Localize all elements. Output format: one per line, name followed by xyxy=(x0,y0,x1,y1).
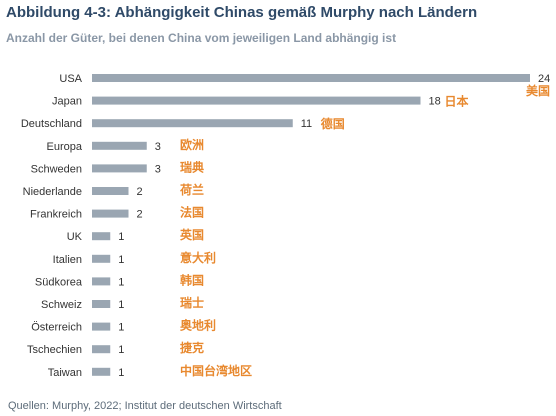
chinese-annotation: 瑞典 xyxy=(180,159,204,174)
category-label: Italien xyxy=(53,254,82,266)
chart-subtitle: Anzahl der Güter, bei denen China vom je… xyxy=(6,31,397,45)
category-label: Frankreich xyxy=(30,209,82,221)
value-label: 2 xyxy=(137,186,143,198)
category-label: Taiwan xyxy=(48,367,82,379)
bar xyxy=(92,209,129,218)
bar xyxy=(92,300,111,308)
source-note: Quellen: Murphy, 2022; Institut der deut… xyxy=(8,400,282,412)
value-label: 11 xyxy=(301,118,312,130)
bar xyxy=(92,322,111,331)
category-label: Europa xyxy=(47,141,83,153)
bar xyxy=(92,187,129,195)
chinese-annotation: 瑞士 xyxy=(180,295,204,310)
category-label: Schweden xyxy=(31,163,82,175)
value-label: 18 xyxy=(429,96,441,108)
category-label: Schweiz xyxy=(41,299,82,311)
bar xyxy=(92,96,421,105)
value-label: 3 xyxy=(155,141,161,153)
category-label: UK xyxy=(67,231,83,243)
chinese-annotation: 捷克 xyxy=(180,340,204,355)
chinese-annotation: 奥地利 xyxy=(180,318,216,333)
bar xyxy=(92,74,530,82)
value-label: 1 xyxy=(118,299,124,311)
chinese-annotation: 英国 xyxy=(180,227,204,242)
value-label: 2 xyxy=(137,209,143,221)
bar xyxy=(92,345,111,354)
chinese-annotation: 法国 xyxy=(180,205,204,220)
chinese-annotation: 韩国 xyxy=(180,272,204,287)
bar xyxy=(92,277,111,286)
value-label: 1 xyxy=(118,276,124,288)
category-label: Niederlande xyxy=(23,186,82,198)
bar xyxy=(92,254,111,263)
chinese-annotation: 欧洲 xyxy=(180,137,204,152)
chart-title: Abbildung 4-3: Abhängigkeit Chinas gemäß… xyxy=(6,4,478,21)
category-label: USA xyxy=(59,73,82,85)
chinese-annotation: 荷兰 xyxy=(179,182,204,197)
value-label: 1 xyxy=(118,344,124,356)
bar xyxy=(92,119,293,128)
value-label: 1 xyxy=(118,254,124,266)
chinese-annotation: 意大利 xyxy=(180,250,216,265)
category-label: Südkorea xyxy=(35,276,83,288)
bar xyxy=(92,141,147,150)
category-label: Österreich xyxy=(31,322,82,334)
value-label: 3 xyxy=(155,163,161,175)
value-label: 1 xyxy=(118,367,124,379)
chinese-annotation: 美国 xyxy=(526,83,550,98)
category-label: Deutschland xyxy=(21,118,82,130)
bar xyxy=(92,164,147,173)
value-label: 1 xyxy=(118,322,124,334)
value-label: 24 xyxy=(538,73,550,85)
bar xyxy=(92,232,111,241)
category-label: Japan xyxy=(52,96,82,108)
chinese-annotation: 中国台湾地区 xyxy=(180,363,252,378)
chinese-annotation: 德国 xyxy=(321,116,345,131)
category-label: Tschechien xyxy=(27,344,82,356)
chinese-annotation: 日本 xyxy=(445,94,469,109)
value-label: 1 xyxy=(118,231,124,243)
bar xyxy=(92,367,111,376)
